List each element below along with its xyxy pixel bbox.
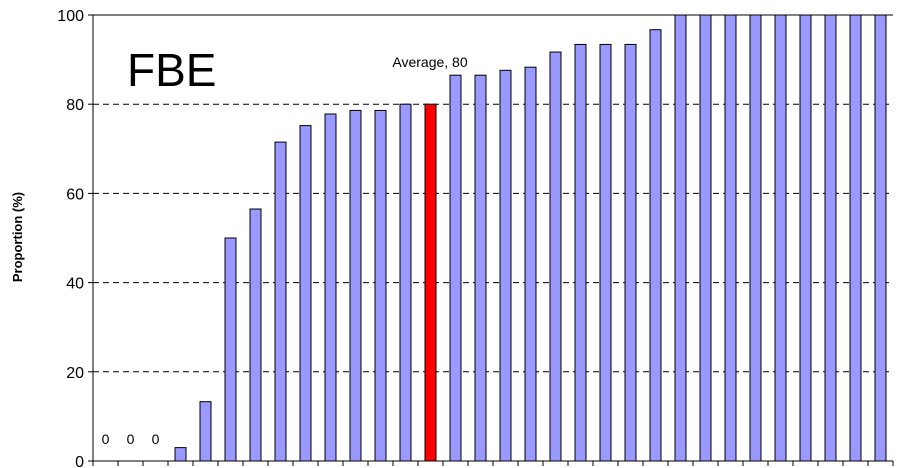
bar xyxy=(274,141,287,462)
bar xyxy=(299,125,312,462)
y-tick-label: 100 xyxy=(57,8,84,25)
y-tick-label: 20 xyxy=(66,365,84,382)
y-tick-label: 40 xyxy=(66,276,84,293)
bar xyxy=(824,14,837,462)
y-tick-label: 60 xyxy=(66,186,84,203)
y-tick-labels: 0 20 40 60 80 100 xyxy=(57,8,93,468)
bar xyxy=(874,14,887,462)
bar xyxy=(174,447,187,462)
y-tick-label: 0 xyxy=(75,454,84,468)
bar xyxy=(724,14,737,462)
bar xyxy=(224,237,237,462)
bar xyxy=(249,208,262,462)
y-tick-label: 80 xyxy=(66,97,84,114)
zero-value-label: 0 xyxy=(152,431,160,447)
bar xyxy=(449,74,462,462)
bar xyxy=(349,109,362,462)
average-annotation: Average, 80 xyxy=(392,54,467,70)
bars xyxy=(174,14,887,462)
bar xyxy=(524,66,537,462)
zero-value-label: 0 xyxy=(127,431,135,447)
bar xyxy=(574,43,587,462)
bar xyxy=(599,43,612,462)
bar xyxy=(799,14,812,462)
bar xyxy=(199,401,212,462)
bar xyxy=(699,14,712,462)
bar xyxy=(774,14,787,462)
bar xyxy=(849,14,862,462)
zero-value-label: 0 xyxy=(102,431,110,447)
chart-title: FBE xyxy=(127,44,216,96)
bar-average xyxy=(424,103,437,462)
bar xyxy=(674,14,687,462)
x-ticks xyxy=(92,461,894,466)
bar xyxy=(399,103,412,462)
bar xyxy=(624,43,637,462)
bar xyxy=(749,14,762,462)
bar xyxy=(324,113,337,462)
y-axis-label: Proportion (%) xyxy=(10,192,25,282)
bar xyxy=(474,74,487,462)
zero-value-labels: 0 0 0 xyxy=(102,431,160,447)
bar xyxy=(499,69,512,462)
bar xyxy=(649,29,662,462)
bar xyxy=(374,109,387,462)
bar xyxy=(549,51,562,462)
